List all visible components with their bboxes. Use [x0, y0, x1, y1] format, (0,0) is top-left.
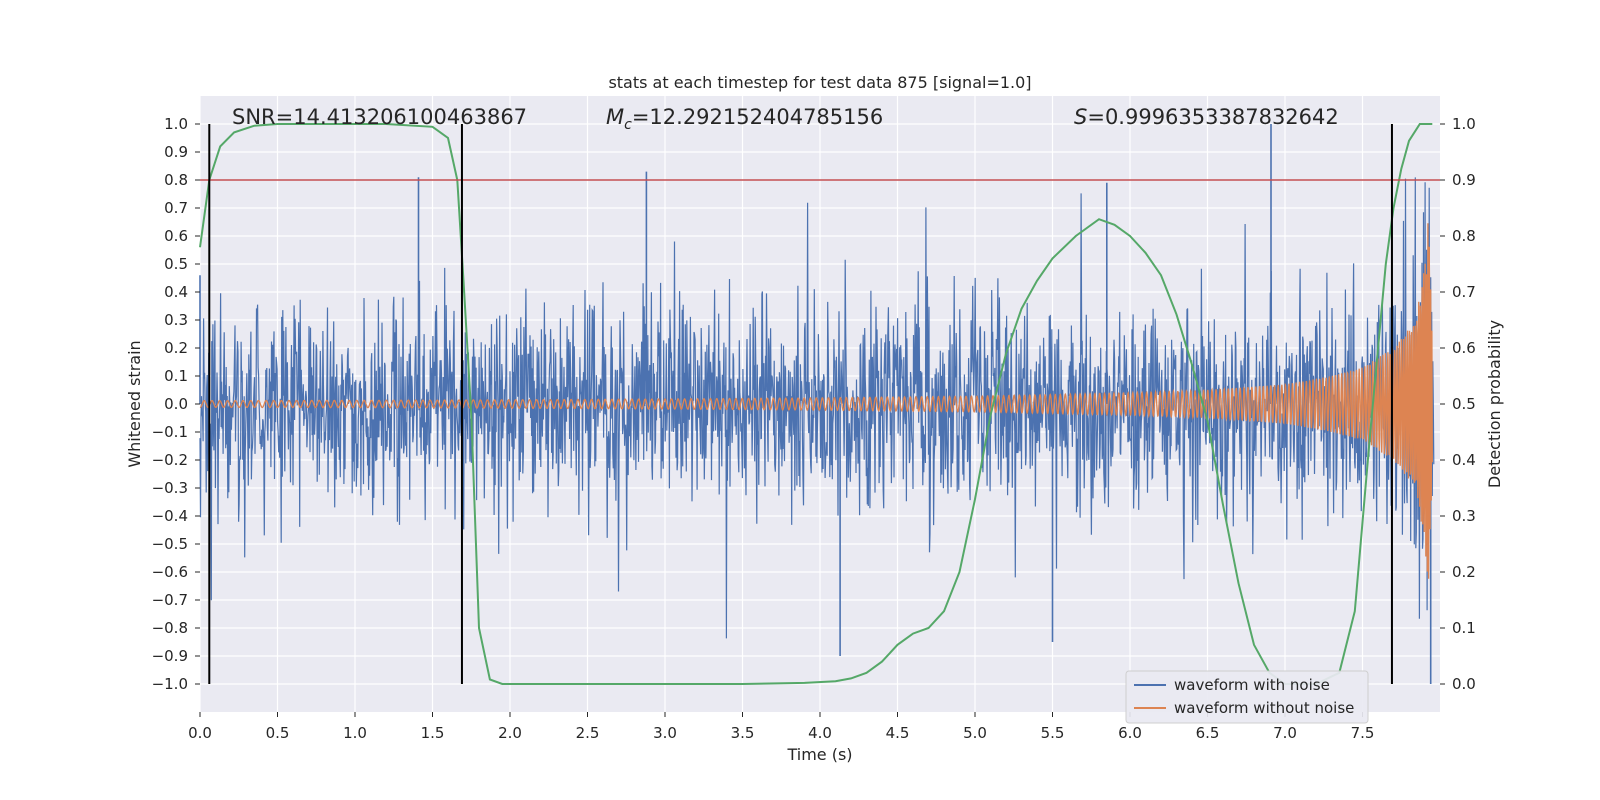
right-y-tick-label: 0.2 [1452, 563, 1476, 581]
series-waveform-without-noise [199, 223, 1433, 579]
snr-annotation: SNR=14.413206100463867 [232, 105, 527, 129]
right-y-tick-label: 0.5 [1452, 395, 1476, 413]
x-tick-label: 4.5 [886, 724, 910, 742]
y-tick-label: −0.1 [152, 423, 188, 441]
legend: waveform with noise waveform without noi… [1125, 670, 1369, 724]
x-tick-label: 2.5 [576, 724, 600, 742]
right-y-axis-ticks: 1.0 0.9 0.8 0.7 0.6 0.5 0.4 0.3 0.2 0.1 0.0 [1440, 115, 1476, 693]
y-tick-label: −0.6 [152, 563, 188, 581]
right-y-tick-label: 0.6 [1452, 339, 1476, 357]
y-tick-label: 0.1 [164, 367, 188, 385]
y-tick-label: −1.0 [152, 675, 188, 693]
x-tick-label: 1.0 [343, 724, 367, 742]
right-y-tick-label: 0.9 [1452, 171, 1476, 189]
x-tick-label: 6.0 [1118, 724, 1142, 742]
y-tick-label: 0.9 [164, 143, 188, 161]
x-tick-label: 1.5 [421, 724, 445, 742]
chirp-mass-annotation: Mc=12.292152404785156 [606, 105, 883, 133]
score-annotation: S=0.9996353387832642 [1074, 105, 1339, 129]
noise-waveform-line [199, 177, 1435, 639]
y-tick-label: 0.7 [164, 199, 188, 217]
y-tick-label: 0.0 [164, 395, 188, 413]
chirp-mass-subscript: c [624, 117, 632, 133]
y-tick-label: −0.9 [152, 647, 188, 665]
chirp-mass-value: =12.292152404785156 [632, 105, 883, 129]
y-tick-label: −0.4 [152, 507, 188, 525]
y-tick-label: −0.8 [152, 619, 188, 637]
x-tick-label: 4.0 [808, 724, 832, 742]
y-tick-label: −0.7 [152, 591, 188, 609]
overlay-lines [200, 124, 1440, 684]
right-y-tick-label: 0.4 [1452, 451, 1476, 469]
legend-label-noise: waveform with noise [1174, 676, 1330, 694]
score-value: =0.9996353387832642 [1087, 105, 1338, 129]
score-symbol: S [1074, 105, 1087, 129]
x-tick-label: 6.5 [1196, 724, 1220, 742]
y-tick-label: −0.3 [152, 479, 188, 497]
legend-box [1125, 670, 1369, 724]
right-y-tick-label: 0.0 [1452, 675, 1476, 693]
y-tick-label: 0.6 [164, 227, 188, 245]
x-tick-label: 2.0 [498, 724, 522, 742]
right-y-tick-label: 0.7 [1452, 283, 1476, 301]
chirp-mass-symbol: M [606, 105, 624, 129]
x-tick-label: 3.5 [731, 724, 755, 742]
series-waveform-with-noise [199, 124, 1435, 684]
right-y-tick-label: 0.8 [1452, 227, 1476, 245]
noise-waveform-peaks [199, 124, 1432, 684]
y-tick-label: −0.2 [152, 451, 188, 469]
right-y-axis-label: Detection probability [1485, 320, 1504, 488]
y-tick-label: 0.2 [164, 339, 188, 357]
x-tick-label: 7.0 [1273, 724, 1297, 742]
y-tick-label: 0.8 [164, 171, 188, 189]
clean-waveform-line [199, 223, 1433, 579]
x-tick-label: 5.0 [963, 724, 987, 742]
legend-label-clean: waveform without noise [1174, 699, 1354, 717]
x-axis-label: Time (s) [786, 745, 852, 764]
y-tick-label: 0.3 [164, 311, 188, 329]
right-y-tick-label: 0.3 [1452, 507, 1476, 525]
chart-title: stats at each timestep for test data 875… [608, 73, 1031, 92]
y-tick-label: 0.5 [164, 255, 188, 273]
y-tick-label: 0.4 [164, 283, 188, 301]
x-tick-label: 3.0 [653, 724, 677, 742]
x-tick-label: 7.5 [1351, 724, 1375, 742]
x-tick-label: 0.5 [266, 724, 290, 742]
y-axis-label: Whitened strain [125, 340, 144, 467]
right-y-tick-label: 1.0 [1452, 115, 1476, 133]
y-axis-ticks: 1.0 0.9 0.8 0.7 0.6 0.5 0.4 0.3 0.2 0.1 0.0 −0.1 −0.… [152, 115, 200, 693]
y-tick-label: 1.0 [164, 115, 188, 133]
x-axis-ticks: 0.0 0.5 1.0 1.5 2.0 2.5 3.0 3.5 4.0 4.5 5.0 5.5 6.0 6… [188, 712, 1374, 742]
y-tick-label: −0.5 [152, 535, 188, 553]
x-tick-label: 5.5 [1041, 724, 1065, 742]
x-tick-label: 0.0 [188, 724, 212, 742]
right-y-tick-label: 0.1 [1452, 619, 1476, 637]
